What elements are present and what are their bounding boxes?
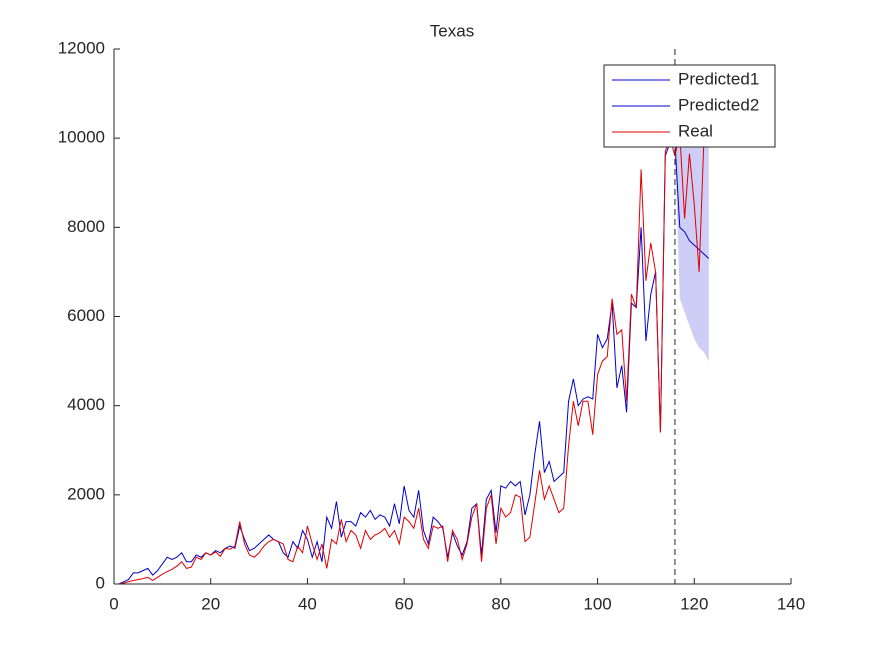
x-tick-label: 40 [298, 594, 317, 613]
y-tick-label: 8000 [67, 217, 105, 236]
x-tick-label: 100 [583, 594, 611, 613]
y-tick-label: 12000 [58, 38, 105, 57]
series-line [674, 142, 710, 259]
y-tick-label: 6000 [67, 306, 105, 325]
x-tick-label: 120 [680, 594, 708, 613]
x-tick-label: 80 [491, 594, 510, 613]
chart-title: Texas [430, 21, 474, 40]
series-line [118, 133, 705, 584]
legend-label: Real [678, 121, 713, 140]
y-tick-label: 0 [96, 573, 105, 592]
y-tick-label: 2000 [67, 484, 105, 503]
legend-label: Predicted2 [678, 95, 759, 114]
x-tick-label: 140 [777, 594, 805, 613]
y-tick-label: 4000 [67, 395, 105, 414]
legend-label: Predicted1 [678, 69, 759, 88]
x-tick-label: 60 [395, 594, 414, 613]
x-tick-label: 20 [201, 594, 220, 613]
x-tick-label: 0 [109, 594, 118, 613]
y-tick-label: 10000 [58, 128, 105, 147]
plot-area [118, 71, 710, 584]
series-line [118, 142, 675, 584]
